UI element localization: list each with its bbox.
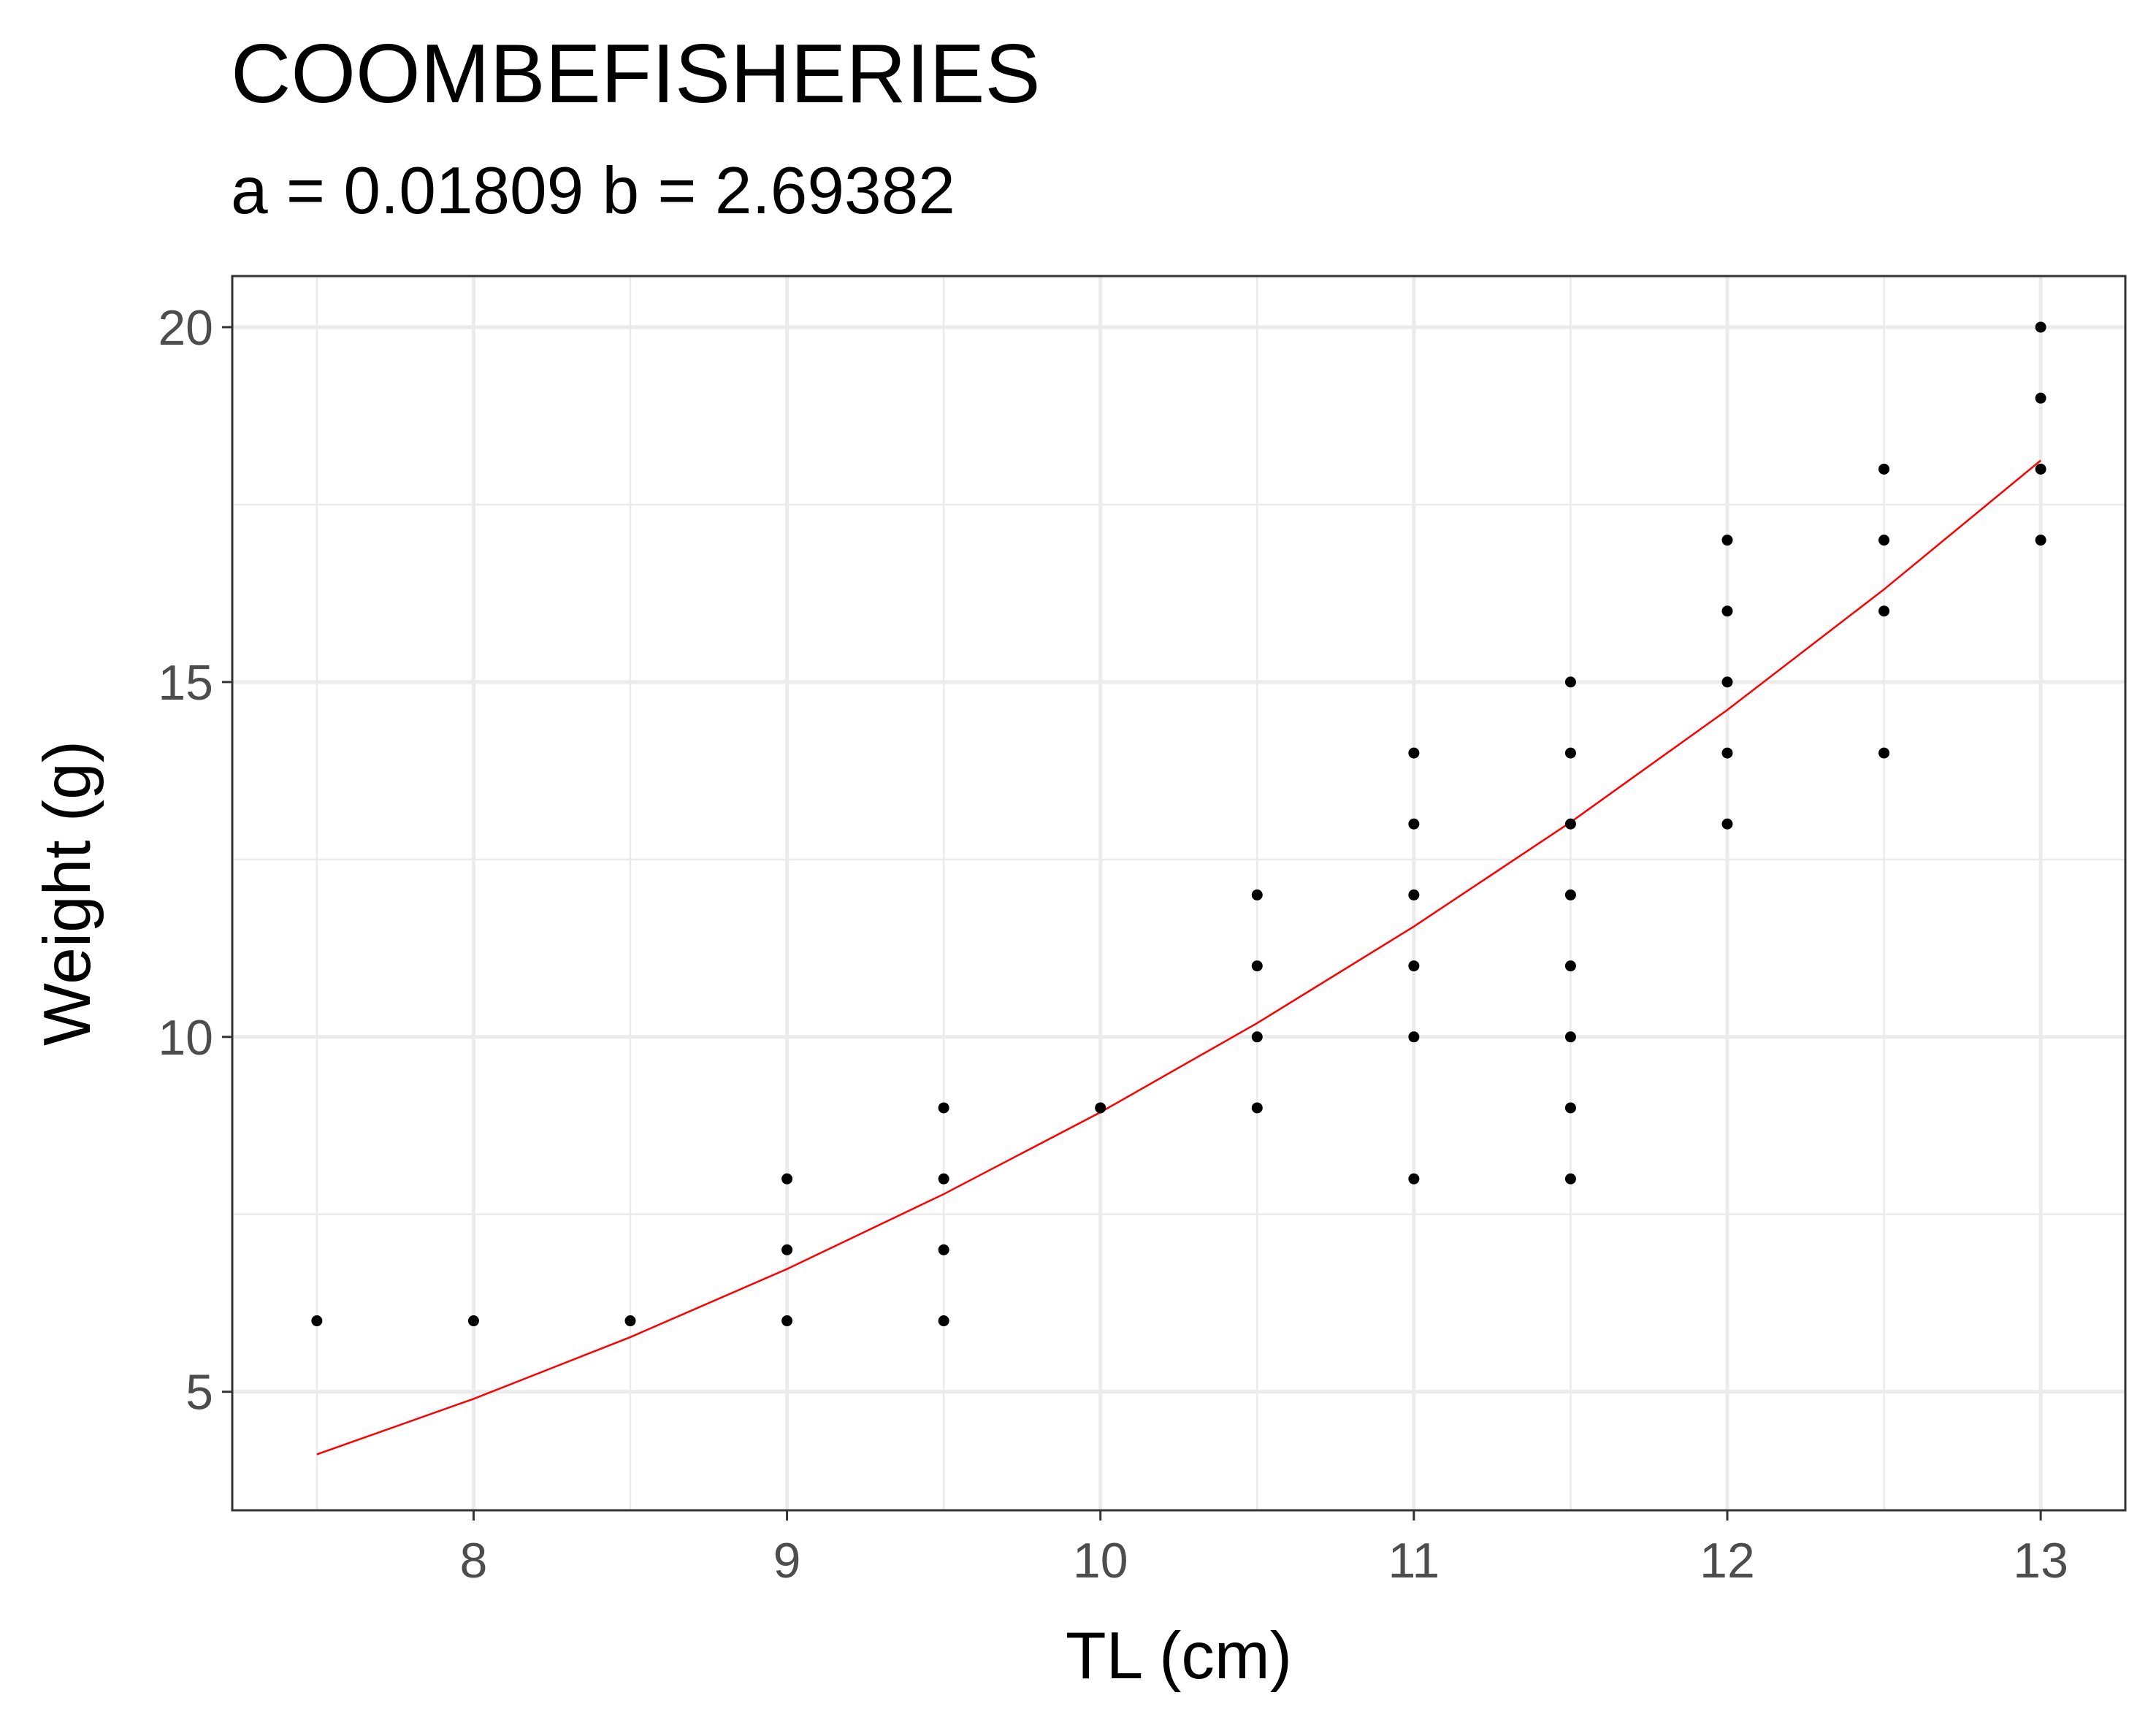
data-point	[1564, 1173, 1576, 1185]
y-tick-label: 20	[158, 300, 213, 356]
data-point	[1564, 676, 1576, 688]
data-point	[1251, 960, 1263, 972]
x-tick-label: 9	[773, 1533, 801, 1588]
x-tick-label: 13	[2013, 1533, 2068, 1588]
data-point	[1564, 1102, 1576, 1114]
data-points-layer	[311, 321, 2046, 1327]
y-axis: 5 10 15 20	[158, 300, 232, 1420]
y-tick-label: 5	[186, 1365, 213, 1420]
data-point	[2035, 535, 2046, 546]
data-point	[1721, 676, 1733, 688]
data-point	[781, 1244, 793, 1255]
data-point	[1095, 1102, 1106, 1114]
data-point	[938, 1102, 949, 1114]
fit-curve-layer	[316, 459, 2041, 1456]
x-tick-label: 11	[1388, 1533, 1440, 1588]
data-point	[1564, 818, 1576, 830]
data-point	[2035, 463, 2046, 475]
data-point	[624, 1315, 636, 1327]
data-point	[1564, 1031, 1576, 1043]
y-tick-label: 10	[158, 1010, 213, 1066]
data-point	[2035, 392, 2046, 404]
data-point	[311, 1315, 323, 1327]
data-point	[1721, 605, 1733, 617]
data-point	[1564, 747, 1576, 759]
x-tick-label: 10	[1073, 1533, 1128, 1588]
data-point	[938, 1173, 949, 1185]
data-point	[1721, 747, 1733, 759]
data-point	[1721, 535, 1733, 546]
chart-subtitle: a = 0.01809 b = 2.69382	[231, 154, 955, 228]
data-point	[938, 1315, 949, 1327]
x-tick-label: 12	[1700, 1533, 1755, 1588]
y-axis-title: Weight (g)	[31, 741, 104, 1046]
data-point	[467, 1315, 479, 1327]
x-axis: 8 9 10 11 12 13	[460, 1510, 2068, 1588]
data-point	[1251, 1102, 1263, 1114]
data-point	[1251, 1031, 1263, 1043]
data-point	[1564, 889, 1576, 900]
data-point	[1251, 889, 1263, 900]
data-point	[938, 1244, 949, 1255]
data-point	[781, 1173, 793, 1185]
x-tick-label: 8	[460, 1533, 488, 1588]
data-point	[1564, 960, 1576, 972]
data-point	[1878, 747, 1890, 759]
data-point	[1878, 463, 1890, 475]
data-point	[1878, 605, 1890, 617]
x-axis-title: TL (cm)	[1066, 1619, 1292, 1693]
data-point	[1408, 960, 1420, 972]
chart-title: COOMBEFISHERIES	[231, 28, 1041, 121]
fit-curve	[316, 459, 2041, 1456]
data-point	[1408, 1031, 1420, 1043]
data-point	[1408, 889, 1420, 900]
data-point	[1721, 818, 1733, 830]
data-point	[1408, 1173, 1420, 1185]
data-point	[2035, 321, 2046, 333]
data-point	[1408, 818, 1420, 830]
plot-panel-border	[231, 275, 2127, 1512]
data-point	[1408, 747, 1420, 759]
data-point	[781, 1315, 793, 1327]
y-tick-label: 15	[158, 655, 213, 711]
plot-panel-background	[232, 276, 2125, 1510]
data-point	[1878, 535, 1890, 546]
